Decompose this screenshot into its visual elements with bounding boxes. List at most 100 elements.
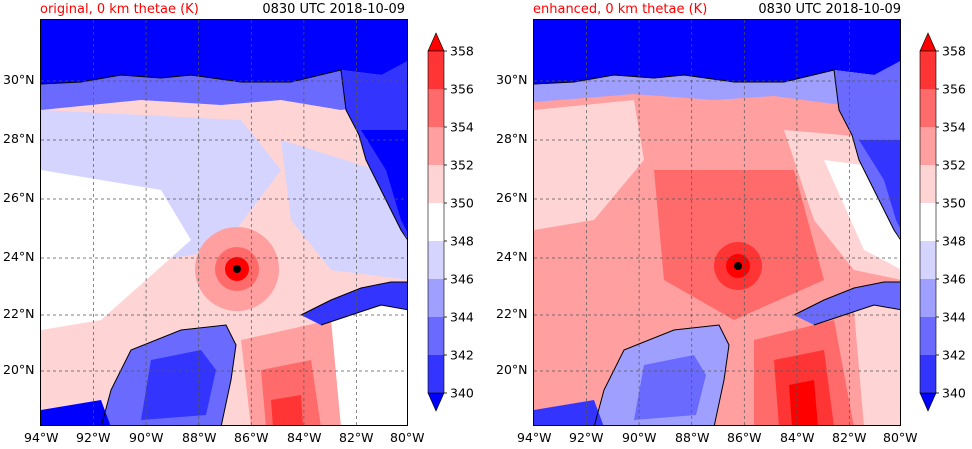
colorbar-bin — [428, 355, 444, 393]
lon-label: 90°W — [129, 430, 164, 445]
colorbar-tick-label: 352 — [450, 158, 474, 173]
lat-label: 28°N — [3, 131, 35, 146]
colorbar-bin — [920, 165, 936, 203]
lon-label: 82°W — [339, 430, 374, 445]
colorbar-bin — [428, 51, 444, 89]
lat-label: 28°N — [496, 131, 528, 146]
colorbar-tick-label: 348 — [450, 234, 474, 249]
land-southwest — [41, 400, 111, 425]
colorbar-tick-label: 344 — [942, 310, 966, 325]
lon-label: 88°W — [675, 430, 710, 445]
panel-title-left: enhanced, 0 km thetae (K) — [533, 2, 708, 17]
map-original — [40, 19, 408, 426]
colorbar-under-arrow — [919, 392, 937, 412]
florida-core — [859, 140, 900, 228]
lon-label: 90°W — [622, 430, 657, 445]
field-hotter-south — [271, 395, 303, 425]
lat-label: 24°N — [3, 249, 35, 264]
lon-label: 80°W — [883, 430, 918, 445]
lon-label: 92°W — [569, 430, 604, 445]
map-canvas-enhanced — [534, 20, 900, 425]
colorbar-tick-label: 348 — [942, 234, 966, 249]
lat-label: 30°N — [3, 72, 35, 87]
colorbar-tick-label: 350 — [450, 196, 474, 211]
colorbar-frame — [427, 50, 445, 394]
field-neutral-west — [41, 170, 191, 330]
field-neutral-se — [321, 300, 407, 425]
colorbar-under-arrow — [427, 392, 445, 412]
land-north — [534, 20, 900, 84]
map-enhanced — [533, 19, 901, 426]
colorbar-tick-label: 346 — [450, 272, 474, 287]
colorbar-tick-label: 344 — [450, 310, 474, 325]
colorbar-bin — [428, 89, 444, 127]
land-north — [41, 20, 407, 84]
lon-label: 84°W — [780, 430, 815, 445]
colorbar-tick-label: 346 — [942, 272, 966, 287]
colorbar-bin — [428, 241, 444, 279]
storm-center-marker — [233, 265, 241, 273]
coastline-cuba — [793, 281, 900, 326]
lon-label: 94°W — [24, 430, 59, 445]
colorbar-bin — [920, 317, 936, 355]
colorbar-tick-label: 354 — [450, 120, 474, 135]
panel-timestamp: 0830 UTC 2018-10-09 — [262, 2, 405, 17]
colorbar-tick-label: 358 — [450, 44, 474, 59]
colorbar-tick-label: 354 — [942, 120, 966, 135]
panel-timestamp: 0830 UTC 2018-10-09 — [758, 2, 901, 17]
lon-label: 80°W — [390, 430, 425, 445]
map-gridlines — [534, 20, 900, 425]
colorbar-bin — [920, 51, 936, 89]
colorbar-tick-label: 358 — [942, 44, 966, 59]
colorbar-bin — [428, 317, 444, 355]
lon-label: 86°W — [727, 430, 762, 445]
colorbar-tick-label: 342 — [450, 348, 474, 363]
colorbar-bin — [920, 127, 936, 165]
colorbar-bin — [428, 165, 444, 203]
map-gridlines — [41, 20, 407, 425]
colorbar-enhanced: 340 342 344 346 348 350 352 354 356 358 — [919, 32, 966, 412]
field-warm-west — [534, 100, 644, 230]
lat-label: 26°N — [3, 190, 35, 205]
coastline-yucatan — [594, 324, 730, 425]
colorbar-tick-label: 356 — [450, 82, 474, 97]
colorbar-tick-label: 340 — [942, 386, 966, 401]
field-hottest-south — [789, 380, 818, 425]
colorbar-tick-label: 352 — [942, 158, 966, 173]
yucatan-core — [141, 350, 216, 420]
coastline-gulf — [534, 69, 900, 240]
storm-center-marker — [734, 262, 742, 270]
coast-north-band — [41, 70, 407, 110]
lon-label: 94°W — [517, 430, 552, 445]
lat-label: 20°N — [496, 362, 528, 377]
colorbar-tick-label: 350 — [942, 196, 966, 211]
colorbar-over-arrow — [427, 32, 445, 52]
colorbar-frame — [919, 50, 937, 394]
colorbar-bin — [920, 203, 936, 241]
colorbar-original: 340 342 344 346 348 350 352 354 356 358 — [427, 32, 474, 412]
colorbar-tick-label: 356 — [942, 82, 966, 97]
land-southwest — [534, 400, 604, 425]
colorbar-bin — [920, 241, 936, 279]
lon-label: 88°W — [182, 430, 217, 445]
colorbar-bin — [920, 89, 936, 127]
colorbar-bin — [920, 279, 936, 317]
cuba — [301, 282, 407, 325]
lat-label: 26°N — [496, 190, 528, 205]
colorbar-tick-label: 342 — [942, 348, 966, 363]
florida-core — [361, 130, 407, 232]
lat-label: 22°N — [3, 306, 35, 321]
colorbar-bin — [428, 127, 444, 165]
colorbar-over-arrow — [919, 32, 937, 52]
cuba — [794, 282, 900, 325]
lon-label: 86°W — [234, 430, 269, 445]
coastline-cuba — [300, 281, 407, 326]
coast-north-band — [534, 70, 900, 104]
lat-label: 30°N — [496, 72, 528, 87]
lon-label: 92°W — [76, 430, 111, 445]
colorbar-bin — [920, 355, 936, 393]
coastline-gulf — [41, 69, 407, 240]
lon-label: 84°W — [287, 430, 322, 445]
coastline-yucatan — [101, 324, 237, 425]
lon-label: 82°W — [832, 430, 867, 445]
